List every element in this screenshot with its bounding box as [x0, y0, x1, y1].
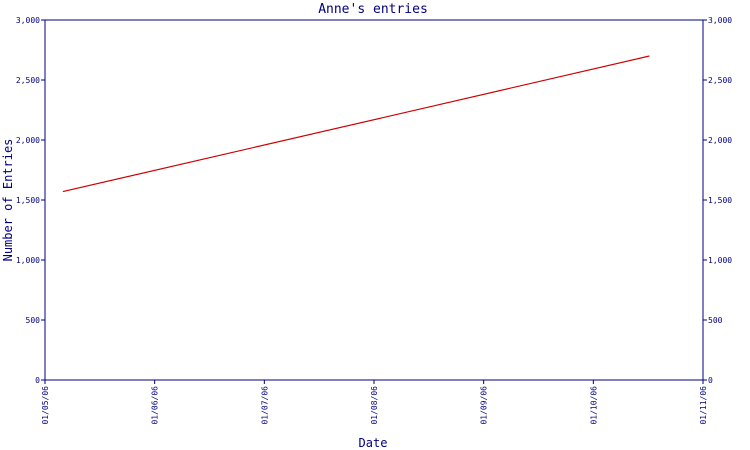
y-axis-label: Number of Entries	[1, 139, 15, 262]
y-tick-label-right: 0	[708, 376, 713, 385]
y-tick-label-left: 1,500	[16, 196, 40, 205]
x-tick-label: 01/10/06	[589, 386, 598, 425]
x-axis-label: Date	[359, 436, 388, 450]
y-tick-label-left: 0	[35, 376, 40, 385]
y-axis-left: 0 500 1,000 1,500 2,000 2,500 3,000	[16, 16, 45, 385]
y-tick-label-right: 500	[708, 316, 723, 325]
x-tick-label: 01/07/06	[260, 386, 269, 425]
y-tick-label-right: 2,500	[708, 76, 732, 85]
x-tick-label: 01/09/06	[480, 386, 489, 425]
y-tick-label-left: 500	[26, 316, 41, 325]
x-tick-label: 01/11/06	[699, 386, 708, 425]
x-tick-label: 01/08/06	[370, 386, 379, 425]
y-tick-label-right: 3,000	[708, 16, 732, 25]
series-layer	[62, 55, 650, 193]
y-tick-label-left: 2,500	[16, 76, 40, 85]
series-line	[62, 55, 650, 193]
y-tick-label-right: 1,500	[708, 196, 732, 205]
x-tick-label: 01/06/06	[151, 386, 160, 425]
y-tick-label-right: 1,000	[708, 256, 732, 265]
y-tick-label-left: 1,000	[16, 256, 40, 265]
y-tick-label-left: 2,000	[16, 136, 40, 145]
chart-title: Anne's entries	[318, 2, 428, 17]
y-axis-right: 0 500 1,000 1,500 2,000 2,500 3,000	[703, 16, 732, 385]
x-tick-label: 01/05/06	[41, 386, 50, 425]
plot-area	[44, 19, 704, 381]
y-tick-label-left: 3,000	[16, 16, 40, 25]
x-axis: 01/05/06 01/06/06 01/07/06 01/08/06 01/09/06…	[41, 380, 708, 425]
y-tick-label-right: 2,000	[708, 136, 732, 145]
